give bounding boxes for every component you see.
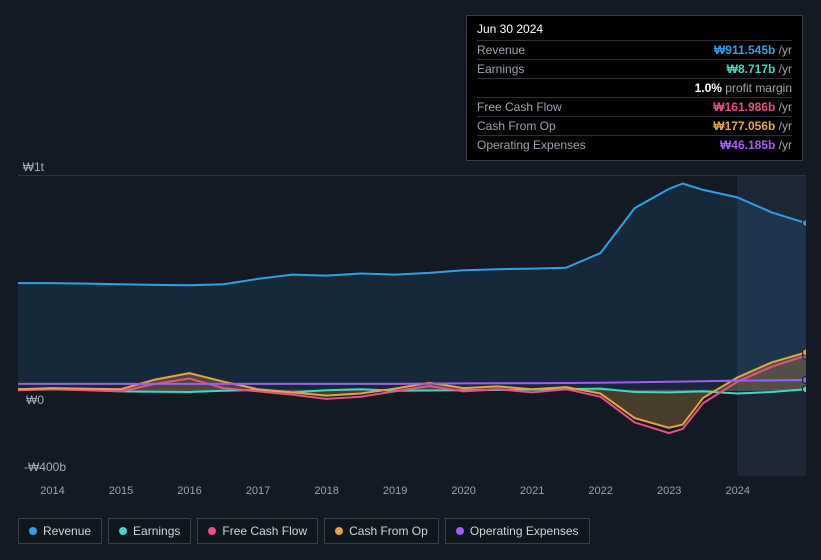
tooltip-row-label: Revenue — [477, 43, 525, 57]
tooltip-date: Jun 30 2024 — [477, 22, 792, 40]
tooltip-row-value: ₩911.545b /yr — [714, 43, 792, 57]
tooltip-row: Cash From Op ₩177.056b /yr — [477, 116, 792, 135]
legend-item-fcf[interactable]: Free Cash Flow — [197, 518, 318, 544]
tooltip-panel: Jun 30 2024 Revenue ₩911.545b /yr Earnings… — [466, 15, 803, 161]
legend-item-revenue[interactable]: Revenue — [18, 518, 102, 544]
chart-svg — [18, 176, 806, 476]
legend-item-cfo[interactable]: Cash From Op — [324, 518, 439, 544]
tooltip-row: 1.0% profit margin — [477, 78, 792, 97]
legend-label: Operating Expenses — [470, 524, 579, 538]
tooltip-row-label: Earnings — [477, 62, 524, 76]
xtick: 2019 — [383, 485, 407, 497]
tooltip-row: Earnings ₩8.717b /yr — [477, 59, 792, 78]
xtick: 2022 — [588, 485, 612, 497]
legend-label: Earnings — [133, 524, 180, 538]
xtick: 2020 — [451, 485, 475, 497]
xtick: 2021 — [520, 485, 544, 497]
legend-dot — [456, 527, 464, 535]
legend-dot — [335, 527, 343, 535]
tooltip-row: Revenue ₩911.545b /yr — [477, 40, 792, 59]
legend: Revenue Earnings Free Cash Flow Cash From O… — [18, 518, 590, 544]
xtick: 2024 — [725, 485, 749, 497]
legend-dot — [29, 527, 37, 535]
xtick: 2014 — [40, 485, 64, 497]
legend-label: Free Cash Flow — [222, 524, 307, 538]
tooltip-rows: Revenue ₩911.545b /yr Earnings ₩8.717b /yr 1… — [477, 40, 792, 154]
legend-label: Revenue — [43, 524, 91, 538]
tooltip-row-value: ₩8.717b /yr — [727, 62, 792, 76]
tooltip-row-value: 1.0% profit margin — [695, 81, 792, 95]
legend-label: Cash From Op — [349, 524, 428, 538]
xtick: 2017 — [246, 485, 270, 497]
plot-area — [18, 175, 806, 475]
legend-item-opex[interactable]: Operating Expenses — [445, 518, 590, 544]
tooltip-row: Free Cash Flow ₩161.986b /yr — [477, 97, 792, 116]
legend-dot — [119, 527, 127, 535]
tooltip-row-value: ₩46.185b /yr — [720, 138, 792, 152]
tooltip-row-value: ₩177.056b /yr — [713, 119, 792, 133]
xtick: 2015 — [109, 485, 133, 497]
chart-area[interactable] — [18, 155, 806, 480]
x-axis: 2014 2015 2016 2017 2018 2019 2020 2021 2022 2023… — [18, 485, 806, 505]
legend-item-earnings[interactable]: Earnings — [108, 518, 191, 544]
tooltip-row-label: Cash From Op — [477, 119, 556, 133]
tooltip-row: Operating Expenses ₩46.185b /yr — [477, 135, 792, 154]
tooltip-row-label: Operating Expenses — [477, 138, 586, 152]
legend-dot — [208, 527, 216, 535]
xtick: 2016 — [177, 485, 201, 497]
xtick: 2023 — [657, 485, 681, 497]
tooltip-row-label: Free Cash Flow — [477, 100, 562, 114]
xtick: 2018 — [314, 485, 338, 497]
tooltip-row-value: ₩161.986b /yr — [713, 100, 792, 114]
